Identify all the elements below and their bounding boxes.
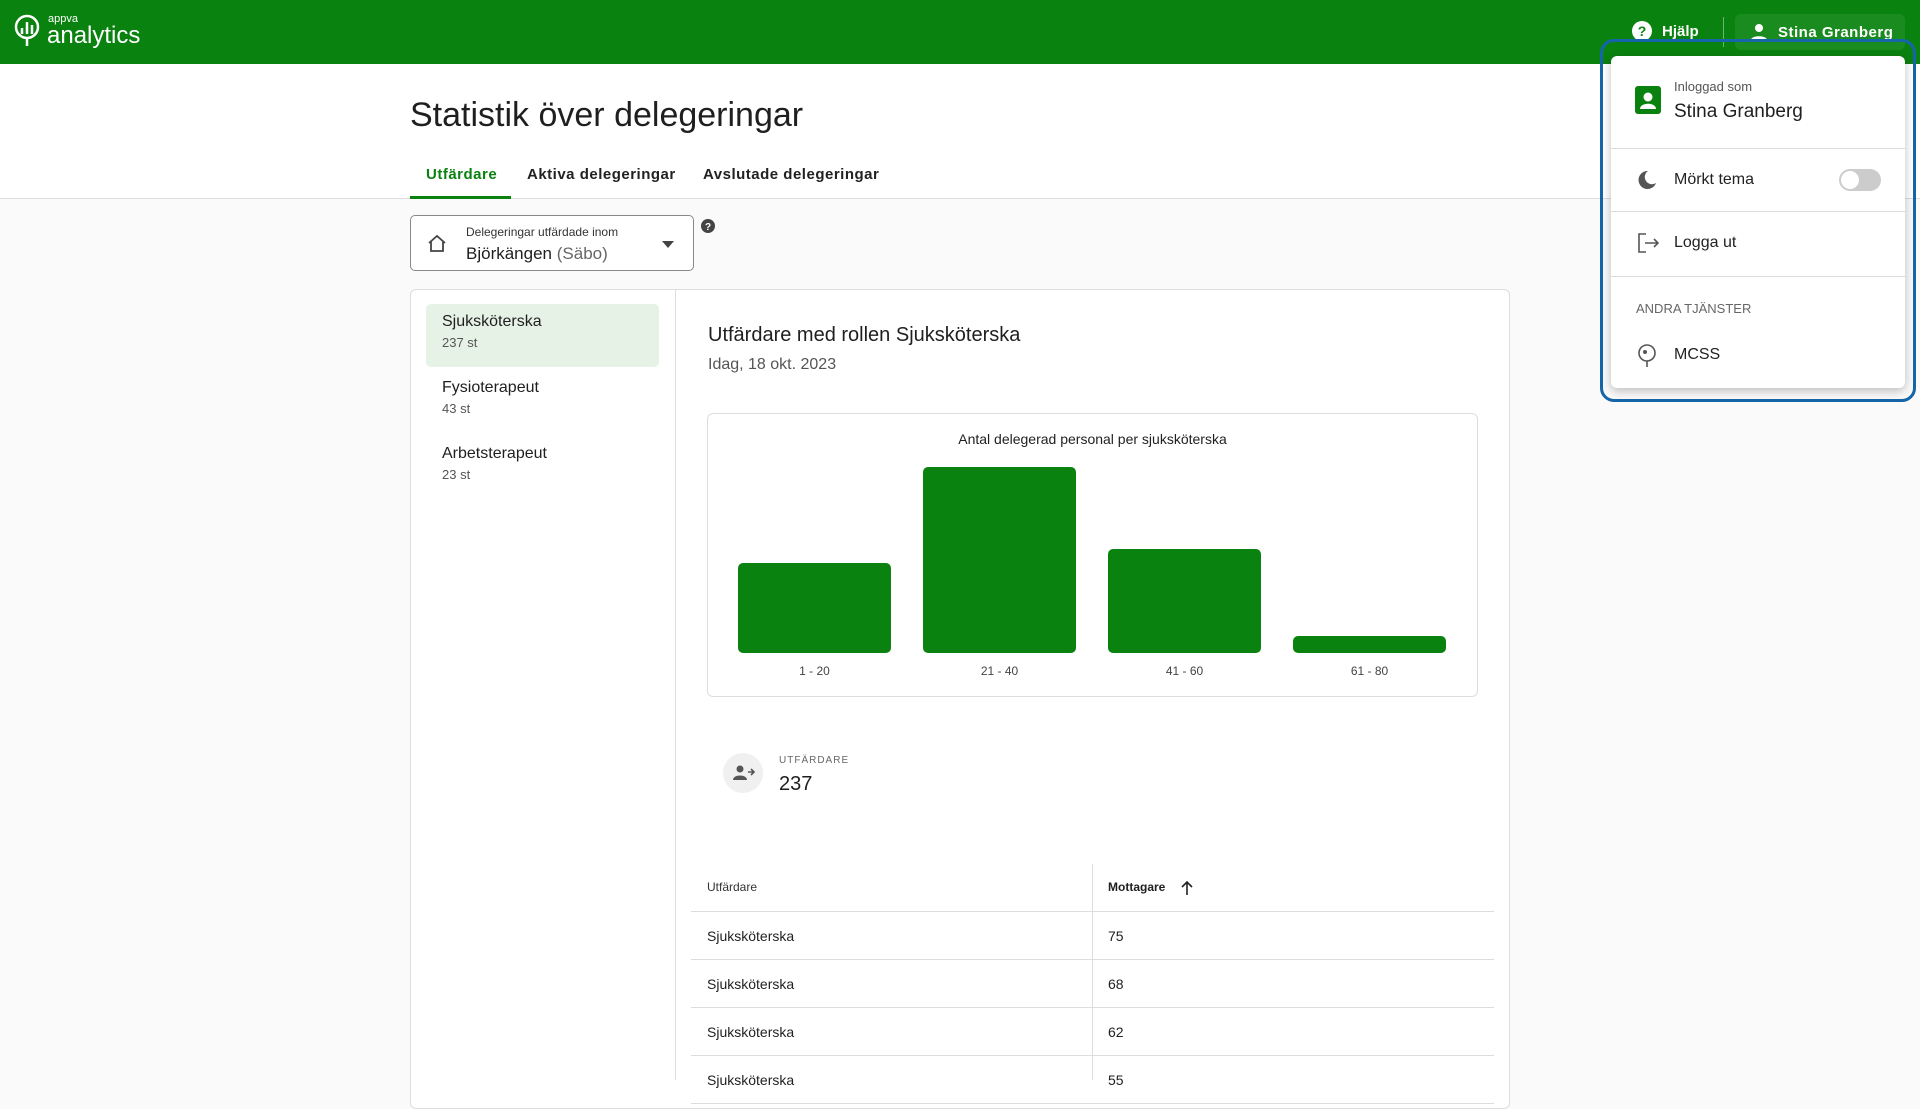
role-selected[interactable] [426, 304, 659, 367]
detail-date: Idag, 18 okt. 2023 [708, 356, 837, 373]
role-name[interactable]: Fysioterapeut [442, 379, 539, 396]
moon-icon [1638, 170, 1656, 189]
chart-box [707, 413, 1478, 697]
table-cell: Sjuksköterska [707, 1024, 795, 1040]
column-header[interactable]: Mottagare [1108, 880, 1166, 894]
stat-label: UTFÄRDARE [779, 755, 850, 766]
user-button[interactable]: Stina Granberg [1735, 14, 1905, 50]
divider [1611, 148, 1905, 149]
badge-icon [1635, 86, 1661, 114]
chart-title: Antal delegerad personal per sjuksköters… [958, 431, 1227, 447]
toggle-knob [1841, 171, 1859, 189]
table-cell: Sjuksköterska [707, 928, 795, 944]
table-cell: Sjuksköterska [707, 976, 795, 992]
role-count: 237 st [442, 335, 478, 350]
x-tick-label: 1 - 20 [799, 664, 830, 678]
stat-value: 237 [779, 773, 813, 795]
role-count: 23 st [442, 467, 471, 482]
page-title: Statistik över delegeringar [410, 96, 804, 134]
tab[interactable]: Avslutade delegeringar [703, 166, 880, 183]
role-name[interactable]: Arbetsterapeut [442, 445, 547, 462]
bar [1108, 549, 1261, 653]
user-name: Stina Granberg [1778, 24, 1894, 41]
x-tick-label: 41 - 60 [1165, 664, 1204, 678]
separator [1723, 17, 1724, 47]
table-cell: 55 [1108, 1072, 1124, 1088]
logout-icon [1638, 233, 1659, 253]
signed-in-label: Inloggad som [1674, 79, 1753, 94]
svg-text:?: ? [1638, 23, 1647, 39]
card-divider [675, 290, 676, 1080]
table-cell: Sjuksköterska [707, 1072, 795, 1088]
filter-suffix: (Säbo) [556, 244, 608, 263]
table-row: Sjuksköterska 62 [691, 1008, 1494, 1056]
table-row: Sjuksköterska 68 [691, 960, 1494, 1008]
logout[interactable]: Logga ut [1674, 234, 1737, 251]
dropdown-arrow [662, 241, 674, 248]
detail-title: Utfärdare med rollen Sjuksköterska [708, 324, 1021, 346]
dark-theme-toggle[interactable] [1839, 169, 1881, 191]
tab[interactable]: Utfärdare [426, 166, 498, 183]
svg-text:?: ? [705, 222, 711, 233]
service-icon [1638, 344, 1656, 367]
help-icon[interactable]: ? [1632, 21, 1652, 41]
logo-icon [14, 14, 40, 46]
table-cell: 68 [1108, 976, 1124, 992]
role-name[interactable]: Sjuksköterska [442, 313, 542, 330]
signed-in-name: Stina Granberg [1674, 101, 1803, 122]
filter-label: Delegeringar utfärdade inom [466, 225, 619, 239]
service-link[interactable]: MCSS [1674, 346, 1721, 363]
role-count: 43 st [442, 401, 471, 416]
column-header: Utfärdare [707, 880, 758, 894]
info-icon[interactable]: ? [701, 219, 715, 233]
filter-value-text: Björkängen [466, 244, 553, 263]
table-row: Sjuksköterska 55 [691, 1056, 1494, 1104]
bar [738, 562, 891, 653]
x-tick-label: 21 - 40 [980, 664, 1019, 678]
home-icon [428, 234, 446, 252]
focus-highlight [1600, 39, 1916, 402]
table-cell: 62 [1108, 1024, 1124, 1040]
column-divider [1092, 864, 1093, 1080]
logo: analytics [47, 22, 141, 49]
user-menu: Inloggad som Stina Granberg Mörkt tema L… [1611, 56, 1905, 388]
header: appva analytics ? Hjälp Stina Granberg [0, 0, 1920, 64]
divider [1611, 276, 1905, 277]
table-row: Sjuksköterska 75 [691, 912, 1494, 960]
logo-small: appva [48, 13, 78, 25]
divider [1611, 211, 1905, 212]
bar [923, 467, 1076, 653]
filter-value: Björkängen (Säbo) [466, 244, 608, 264]
stat-icon [723, 753, 763, 793]
tab-indicator [410, 196, 511, 199]
services-heading: ANDRA TJÄNSTER [1636, 301, 1752, 316]
sort-icon[interactable] [1180, 880, 1194, 896]
filter-select[interactable]: Delegeringar utfärdade inom Björkängen (… [410, 215, 694, 271]
x-tick-label: 61 - 80 [1350, 664, 1389, 678]
table-cell: 75 [1108, 928, 1124, 944]
help-link[interactable]: Hjälp [1662, 23, 1699, 40]
bar [1293, 636, 1446, 653]
person-icon [733, 765, 755, 780]
dark-theme-label: Mörkt tema [1674, 171, 1755, 188]
tab[interactable]: Aktiva delegeringar [527, 166, 676, 183]
